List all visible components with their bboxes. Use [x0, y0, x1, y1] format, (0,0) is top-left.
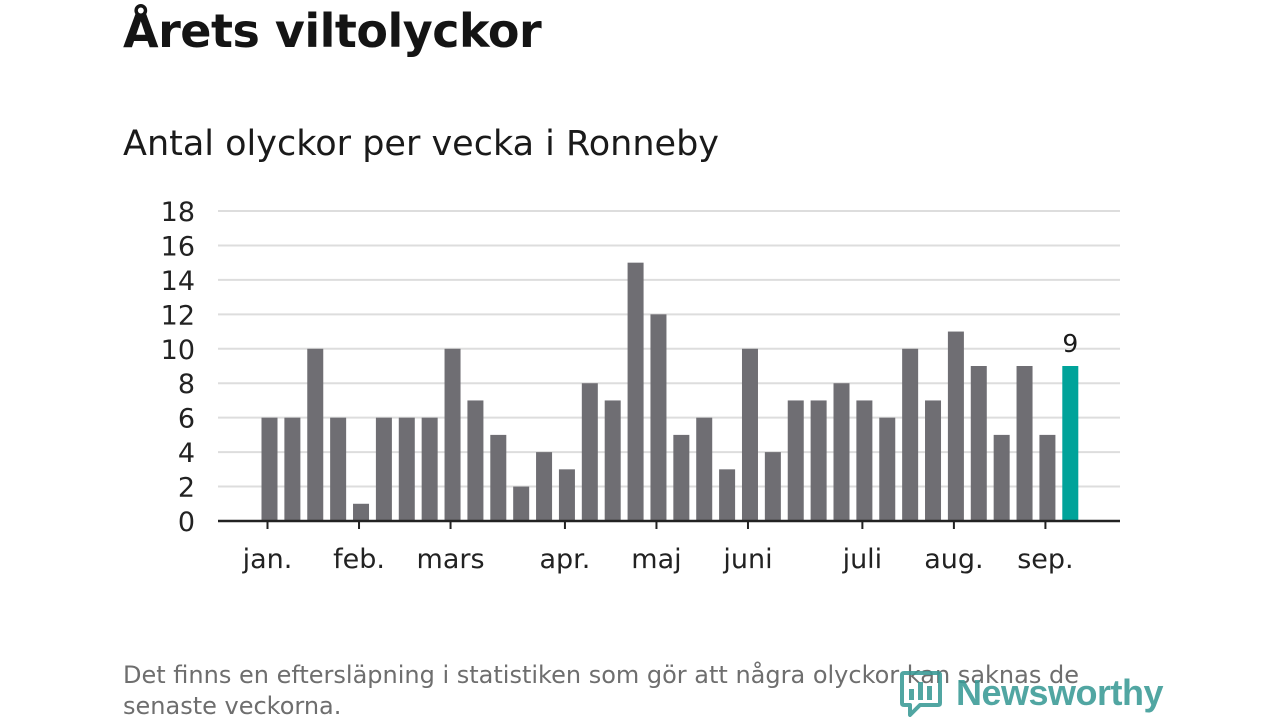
bar: [879, 417, 896, 521]
bar: [627, 262, 644, 521]
bar: [261, 417, 278, 521]
bar: [1039, 434, 1056, 521]
bar: [307, 348, 324, 521]
x-tick-label: feb.: [333, 544, 385, 575]
bar: [490, 434, 507, 521]
x-tick-label: juli: [842, 544, 883, 575]
y-tick-label: 18: [161, 197, 195, 228]
y-tick-label: 2: [178, 473, 195, 504]
bar: [604, 400, 621, 521]
y-tick-label: 0: [178, 507, 195, 538]
bar: [375, 417, 392, 521]
bar: [970, 366, 987, 521]
y-tick-label: 12: [161, 300, 195, 331]
x-tick-label: maj: [631, 544, 681, 575]
bar: [581, 383, 598, 521]
bar: [787, 400, 804, 521]
y-tick-label: 6: [178, 404, 195, 435]
chart-subtitle: Antal olyckor per vecka i Ronneby: [123, 124, 720, 164]
bar: [536, 452, 553, 521]
x-tick-label: aug.: [924, 544, 983, 575]
bar: [673, 434, 690, 521]
data-label: 9: [1062, 329, 1078, 358]
bar: [330, 417, 347, 521]
bar: [398, 417, 415, 521]
y-tick-label: 4: [178, 438, 195, 469]
bar: [284, 417, 301, 521]
y-tick-label: 16: [161, 231, 195, 262]
bar: [810, 400, 827, 521]
x-tick-label: sep.: [1017, 544, 1073, 575]
x-tick-label: apr.: [539, 544, 590, 575]
bar: [902, 348, 919, 521]
bar: [444, 348, 461, 521]
bar: [764, 452, 781, 521]
x-tick-label: jan.: [242, 544, 293, 575]
bar: [947, 331, 964, 521]
page-title: Årets viltolyckor: [123, 4, 542, 58]
bar: [467, 400, 484, 521]
x-tick-label: juni: [722, 544, 772, 575]
bar: [1016, 366, 1033, 521]
bar: [513, 486, 530, 521]
bar: [696, 417, 713, 521]
y-tick-label: 8: [178, 369, 195, 400]
bar: [993, 434, 1010, 521]
bar: [353, 503, 370, 521]
x-tick-label: mars: [417, 544, 485, 575]
y-tick-label: 14: [161, 266, 195, 297]
newsworthy-logo: Newsworthy: [900, 666, 1164, 720]
bar: [856, 400, 873, 521]
bar: [925, 400, 942, 521]
highlighted-bar: [1062, 366, 1079, 521]
logo-text: Newsworthy: [956, 672, 1164, 713]
bar: [833, 383, 850, 521]
bar: [558, 469, 575, 521]
bar: [421, 417, 438, 521]
bar: [719, 469, 736, 521]
newsworthy-logo-icon: [900, 671, 942, 717]
bar: [650, 314, 667, 521]
y-tick-label: 10: [161, 335, 195, 366]
bar: [741, 348, 758, 521]
